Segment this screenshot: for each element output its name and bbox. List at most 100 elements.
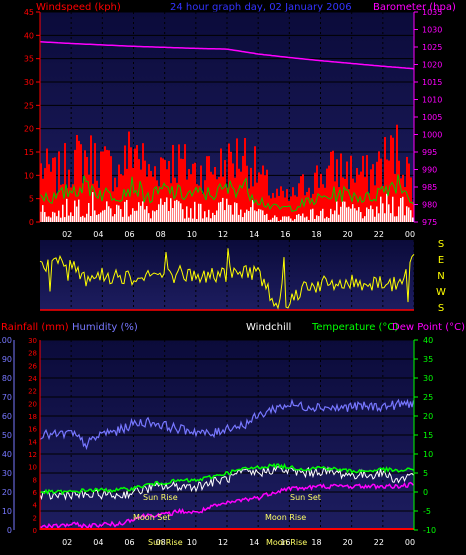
temperature-tick-label: 35	[423, 355, 433, 364]
wind-gust-bar	[248, 188, 250, 222]
wind-gust-bar	[302, 174, 304, 222]
wind-time-tick-label: 00	[405, 230, 415, 239]
wind-low-bar	[314, 218, 316, 222]
wind-low-bar	[132, 208, 134, 222]
wind-gust-bar	[406, 156, 408, 222]
wind-gust-bar	[48, 164, 50, 222]
wind-low-bar	[278, 220, 280, 222]
temperature-tick-label: 10	[423, 450, 433, 459]
wind-gust-bar	[366, 155, 368, 222]
wind-low-bar	[52, 211, 54, 222]
wind-low-bar	[306, 216, 308, 222]
barometer-tick-label: 1030	[422, 26, 442, 35]
wind-low-bar	[100, 212, 102, 222]
wind-gust-bar	[200, 165, 202, 222]
temperature-time-tick-label: 16	[280, 538, 290, 547]
wind-low-bar	[172, 208, 174, 222]
wind-low-bar	[348, 206, 350, 222]
humidity-tick-label: 90	[2, 355, 12, 364]
wind-low-bar	[142, 201, 144, 222]
wind-gust-bar	[104, 146, 106, 222]
temperature-plot-series	[39, 398, 415, 530]
wind-gust-bar	[336, 159, 338, 222]
temperature-time-tick-label: 02	[62, 538, 72, 547]
rainfall-tick-label: 30	[28, 337, 37, 345]
wind-low-bar	[204, 211, 206, 222]
wind-gust-bar	[40, 163, 42, 222]
wind-low-bar	[344, 201, 346, 222]
wind-gust-bar	[152, 176, 154, 222]
wind-low-bar	[302, 213, 304, 222]
wind-gust-bar	[166, 169, 168, 222]
wind-gust-bar	[98, 187, 100, 222]
temperature-tick-label: 15	[423, 431, 433, 440]
humidity-tick-label: 10	[2, 507, 12, 516]
wind-low-bar	[182, 209, 184, 222]
wind-low-bar	[188, 217, 190, 222]
barometer-tick-label: 975	[422, 218, 437, 227]
wind-gust-bar	[372, 164, 374, 222]
wind-gust-bar	[142, 143, 144, 222]
wind-low-bar	[308, 219, 310, 222]
wind-gust-bar	[74, 149, 76, 222]
wind-low-bar	[128, 216, 130, 222]
wind-low-bar	[66, 198, 68, 222]
wind-gust-bar	[214, 167, 216, 222]
wind-gust-bar	[102, 151, 104, 222]
temperature-time-tick-label: 20	[343, 538, 353, 547]
wind-low-bar	[354, 208, 356, 222]
wind-low-bar	[400, 198, 402, 222]
rainfall-tick-label: 2	[33, 514, 37, 522]
wind-low-bar	[108, 206, 110, 222]
wind-low-bar	[316, 215, 318, 222]
wind-low-bar	[342, 201, 344, 222]
wind-low-bar	[72, 216, 74, 222]
wind-low-bar	[360, 212, 362, 222]
wind-gust-bar	[412, 201, 414, 222]
temperature-axis: -10 -5 0 5 10 15 20 25 30 35 40	[413, 336, 436, 535]
humidity-tick-label: 0	[7, 526, 12, 535]
wind-gust-bar	[364, 177, 366, 222]
wind-low-bar	[282, 216, 284, 222]
wind-gust-bar	[56, 193, 58, 222]
humidity-tick-label: 60	[2, 412, 12, 421]
wind-low-bar	[346, 207, 348, 222]
wind-gust-bar	[62, 184, 64, 222]
wind-gust-bar	[338, 187, 340, 222]
wind-low-bar	[320, 210, 322, 222]
wind-low-bar	[112, 216, 114, 222]
wind-gust-bar	[304, 195, 306, 222]
wind-gust-bar	[218, 176, 220, 222]
wind-low-bar	[208, 209, 210, 222]
wind-low-bar	[402, 196, 404, 222]
wind-low-bar	[94, 210, 96, 222]
windspeed-tick-label: 30	[24, 78, 34, 87]
direction-tick-label: E	[438, 255, 444, 266]
wind-gust-bar	[294, 195, 296, 222]
chart-title: 24 hour graph day, 02 January 2006	[170, 2, 352, 13]
wind-gust-bar	[356, 168, 358, 222]
wind-low-bar	[138, 202, 140, 222]
wind-low-bar	[372, 209, 374, 222]
wind-low-bar	[286, 216, 288, 222]
dew-point-line	[39, 481, 415, 530]
temperature-tick-label: 30	[423, 374, 433, 383]
wind-low-bar	[124, 201, 126, 222]
wind-low-bar	[110, 208, 112, 222]
wind-gust-bar	[128, 131, 130, 222]
wind-low-bar	[352, 204, 354, 222]
wind-low-bar	[260, 209, 262, 222]
wind-low-bar	[274, 215, 276, 222]
wind-gust-bar	[122, 175, 124, 222]
humidity-tick-label: 20	[2, 488, 12, 497]
wind-low-bar	[326, 216, 328, 222]
windchill-line	[39, 465, 414, 501]
barometer-tick-label: 990	[422, 166, 437, 175]
wind-gust-bar	[316, 165, 318, 222]
wind-gust-bar	[186, 179, 188, 222]
wind-low-bar	[350, 208, 352, 222]
wind-low-bar	[180, 203, 182, 222]
wind-gust-bar	[50, 171, 52, 222]
rainfall-tick-label: 20	[28, 400, 37, 408]
